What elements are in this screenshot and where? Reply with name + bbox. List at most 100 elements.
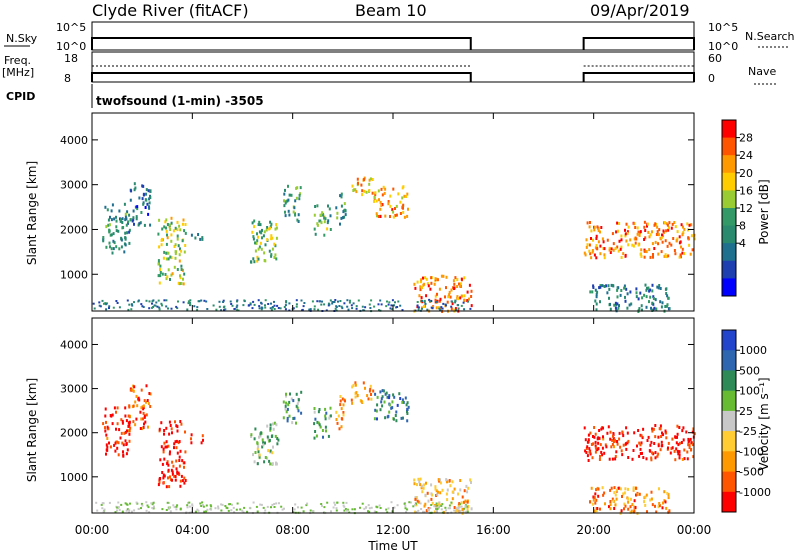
echo-region-11 (583, 220, 696, 260)
echo-region-3 (190, 233, 204, 241)
nsky-tick-bottom: 10^0 (56, 40, 86, 53)
y-tick-label: 4000 (60, 134, 88, 147)
power-colorbar: 28 24 20 16 12 8 4 (721, 119, 753, 297)
y-tick-label: 4000 (60, 338, 88, 351)
colorbar-tick-label: 4 (739, 237, 746, 250)
echo-region-7 (335, 395, 346, 431)
colorbar-swatch (722, 260, 736, 279)
colorbar-swatch (722, 120, 736, 139)
colorbar-swatch (722, 172, 736, 191)
freq-tick-bottom: 8 (64, 72, 71, 85)
nsky-segment-1 (582, 37, 695, 50)
colorbar-tick-label: 28 (739, 132, 753, 145)
echo-region-1 (127, 182, 152, 227)
echo-region-6 (313, 204, 332, 237)
echo-region-2 (157, 216, 187, 286)
colorbar-tick-label: -25 (739, 425, 757, 438)
colorbar-swatch (722, 137, 736, 156)
colorbar-swatch (722, 350, 736, 371)
nave-label: Nave (748, 65, 776, 78)
colorbar-tick-label: 1000 (739, 344, 767, 357)
velocity-colorbar-label: Velocity [m s⁻¹] (757, 377, 771, 470)
y-tick-label: 3000 (60, 179, 88, 192)
date-title: 09/Apr/2019 (590, 1, 690, 20)
colorbar-tick-label: 25 (739, 405, 753, 418)
echo-region-4 (250, 421, 280, 466)
echo-region-10 (413, 274, 473, 313)
colorbar-tick-label: -1000 (739, 486, 771, 499)
time-tick-label: 12:00 (376, 523, 411, 537)
colorbar-swatch (722, 155, 736, 174)
velocity-panel: 4000 3000 2000 1000 (60, 317, 696, 515)
freq-tick-top: 18 (64, 52, 78, 65)
near-range-echoes (92, 298, 472, 313)
y-tick-label: 2000 (60, 427, 88, 440)
power-panel: 4000 3000 2000 1000 (60, 112, 696, 313)
colorbar-frame (721, 329, 737, 513)
nsky-label: N.Sky (6, 32, 38, 45)
nsky-strip-frame (91, 21, 695, 51)
nsky-trace (91, 37, 695, 50)
beam-title: Beam 10 (355, 1, 427, 20)
echo-region-3 (190, 433, 204, 445)
freq-label: Freq. (4, 54, 31, 67)
nsky-tick-top: 10^5 (56, 21, 86, 34)
colorbar-tick-label: 12 (739, 202, 753, 215)
colorbar-swatch (722, 278, 736, 297)
nsearch-tick-bottom: 10^0 (708, 40, 738, 53)
echo-region-9 (373, 389, 410, 423)
nave-tick-top: 60 (708, 52, 722, 65)
colorbar-tick-label: 20 (739, 167, 753, 180)
colorbar-swatch (722, 451, 736, 472)
velocity-y-axis-label: Slant Range [km] (25, 378, 39, 482)
nsearch-tick-top: 10^5 (708, 21, 738, 34)
nsearch-label: N.Search (745, 30, 795, 43)
freq-strip-frame (91, 51, 695, 83)
colorbar-tick-label: -500 (739, 466, 764, 479)
time-axis: 00:00 04:00 08:00 12:00 16:00 20:00 00:00 (75, 523, 712, 537)
echo-region-0 (102, 406, 132, 458)
echo-region-11 (583, 424, 696, 462)
time-axis-label: Time UT (367, 539, 418, 553)
time-tick-label: 04:00 (175, 523, 210, 537)
echo-region-8 (350, 381, 375, 405)
colorbar-swatch (722, 208, 736, 227)
y-tick-label: 3000 (60, 383, 88, 396)
echo-region-12 (589, 486, 671, 515)
cpid-label: CPID (6, 90, 35, 103)
echo-region-1 (127, 384, 152, 431)
echo-region-5 (283, 184, 302, 223)
colorbar-swatch (722, 225, 736, 244)
colorbar-tick-label: 24 (739, 149, 753, 162)
colorbar-swatch (722, 330, 736, 351)
echo-region-7 (335, 192, 347, 226)
y-tick-label: 1000 (60, 268, 88, 281)
time-tick-label: 20:00 (576, 523, 611, 537)
colorbar-swatch (722, 243, 736, 262)
echo-region-6 (313, 406, 332, 440)
echo-region-9 (373, 185, 409, 219)
colorbar-tick-label: 8 (739, 220, 746, 233)
power-y-axis-label: Slant Range [km] (25, 161, 39, 265)
echo-region-8 (351, 176, 374, 197)
colorbar-tick-label: 500 (739, 364, 760, 377)
echo-region-12 (589, 283, 671, 313)
y-tick-label: 1000 (60, 471, 88, 484)
colorbar-swatch (722, 471, 736, 493)
colorbar-swatch (722, 410, 736, 432)
colorbar-tick-label: 100 (739, 385, 760, 398)
colorbar-swatch (722, 390, 736, 412)
time-tick-label: 00:00 (75, 523, 110, 537)
echo-region-0 (102, 202, 132, 255)
panel-frame (91, 317, 695, 514)
colorbar-swatch (722, 491, 736, 513)
colorbar-tick-label: -100 (739, 445, 764, 458)
freq-trace (91, 65, 695, 82)
echo-cells (95, 381, 696, 515)
nave-tick-bottom: 0 (708, 72, 715, 85)
velocity-colorbar: 1000 500 100 25 -25 -100 -500 -1000 (721, 329, 771, 513)
station-title: Clyde River (fitACF) (92, 1, 249, 20)
colorbar-tick-label: 16 (739, 184, 753, 197)
near-range-echoes (95, 501, 469, 515)
